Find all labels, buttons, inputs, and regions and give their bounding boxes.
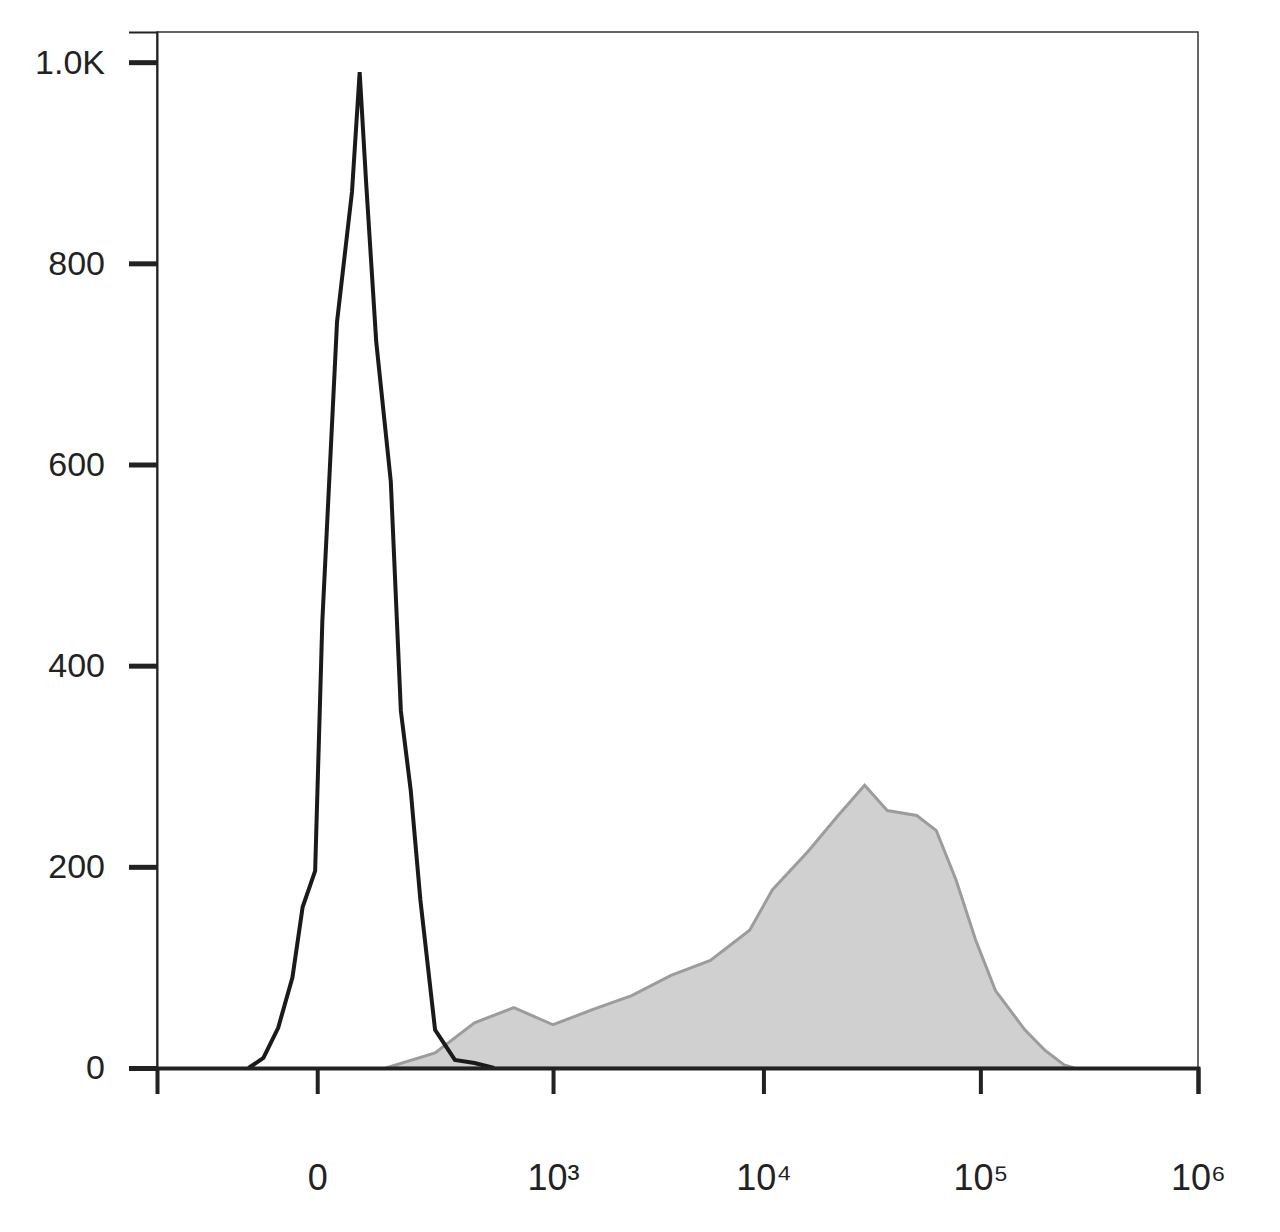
y-tick: 200 (48, 847, 157, 885)
x-tick-mark (762, 1068, 766, 1094)
y-tick-label: 400 (48, 646, 105, 684)
plot-area (249, 72, 1074, 1068)
histogram-line (249, 72, 495, 1068)
y-tick-label: 0 (86, 1048, 105, 1086)
y-tick-label: 1.0K (35, 43, 105, 81)
y-tick: 400 (48, 646, 157, 684)
y-tick: 800 (48, 244, 157, 282)
y-tick: 1.0K (35, 43, 157, 81)
x-tick: 10⁵ (953, 1068, 1008, 1198)
x-tick-label: 10⁵ (953, 1157, 1008, 1198)
x-tick: 0 (308, 1068, 328, 1198)
x-tick: 10³ (528, 1068, 580, 1198)
x-tick-label: 10³ (528, 1157, 580, 1198)
x-tick-label: 0 (308, 1157, 328, 1198)
y-tick: 600 (48, 445, 157, 483)
histogram-area (386, 785, 1074, 1068)
x-tick-label: 10⁴ (736, 1157, 792, 1198)
x-tick-mark (979, 1068, 983, 1094)
x-axis: 0 10³ 10⁴ 10⁵ 10⁶ (158, 1068, 1226, 1198)
y-tick-mark (129, 60, 157, 65)
x-axis-line (158, 1069, 1199, 1095)
x-tick: 10⁶ (1171, 1068, 1226, 1198)
y-tick-mark (129, 463, 157, 468)
x-tick-mark (552, 1068, 556, 1094)
y-tick-mark (129, 261, 157, 266)
x-tick: 10⁴ (736, 1068, 792, 1198)
chart: 0 10³ 10⁴ 10⁵ 10⁶ 0 200 400 600 800 1.0K (0, 0, 1280, 1232)
y-tick-mark (129, 1066, 157, 1071)
x-tick-mark (1197, 1068, 1201, 1094)
plot-frame (157, 32, 1198, 1068)
y-tick-mark (129, 865, 157, 870)
y-tick-label: 200 (48, 847, 105, 885)
x-tick-mark (316, 1068, 320, 1094)
y-tick-label: 600 (48, 445, 105, 483)
y-tick-label: 800 (48, 244, 105, 282)
y-tick-mark (129, 664, 157, 669)
y-axis-line (129, 33, 158, 1069)
x-tick-label: 10⁶ (1171, 1157, 1226, 1198)
y-tick: 0 (86, 1048, 157, 1086)
y-axis: 0 200 400 600 800 1.0K (35, 33, 157, 1087)
